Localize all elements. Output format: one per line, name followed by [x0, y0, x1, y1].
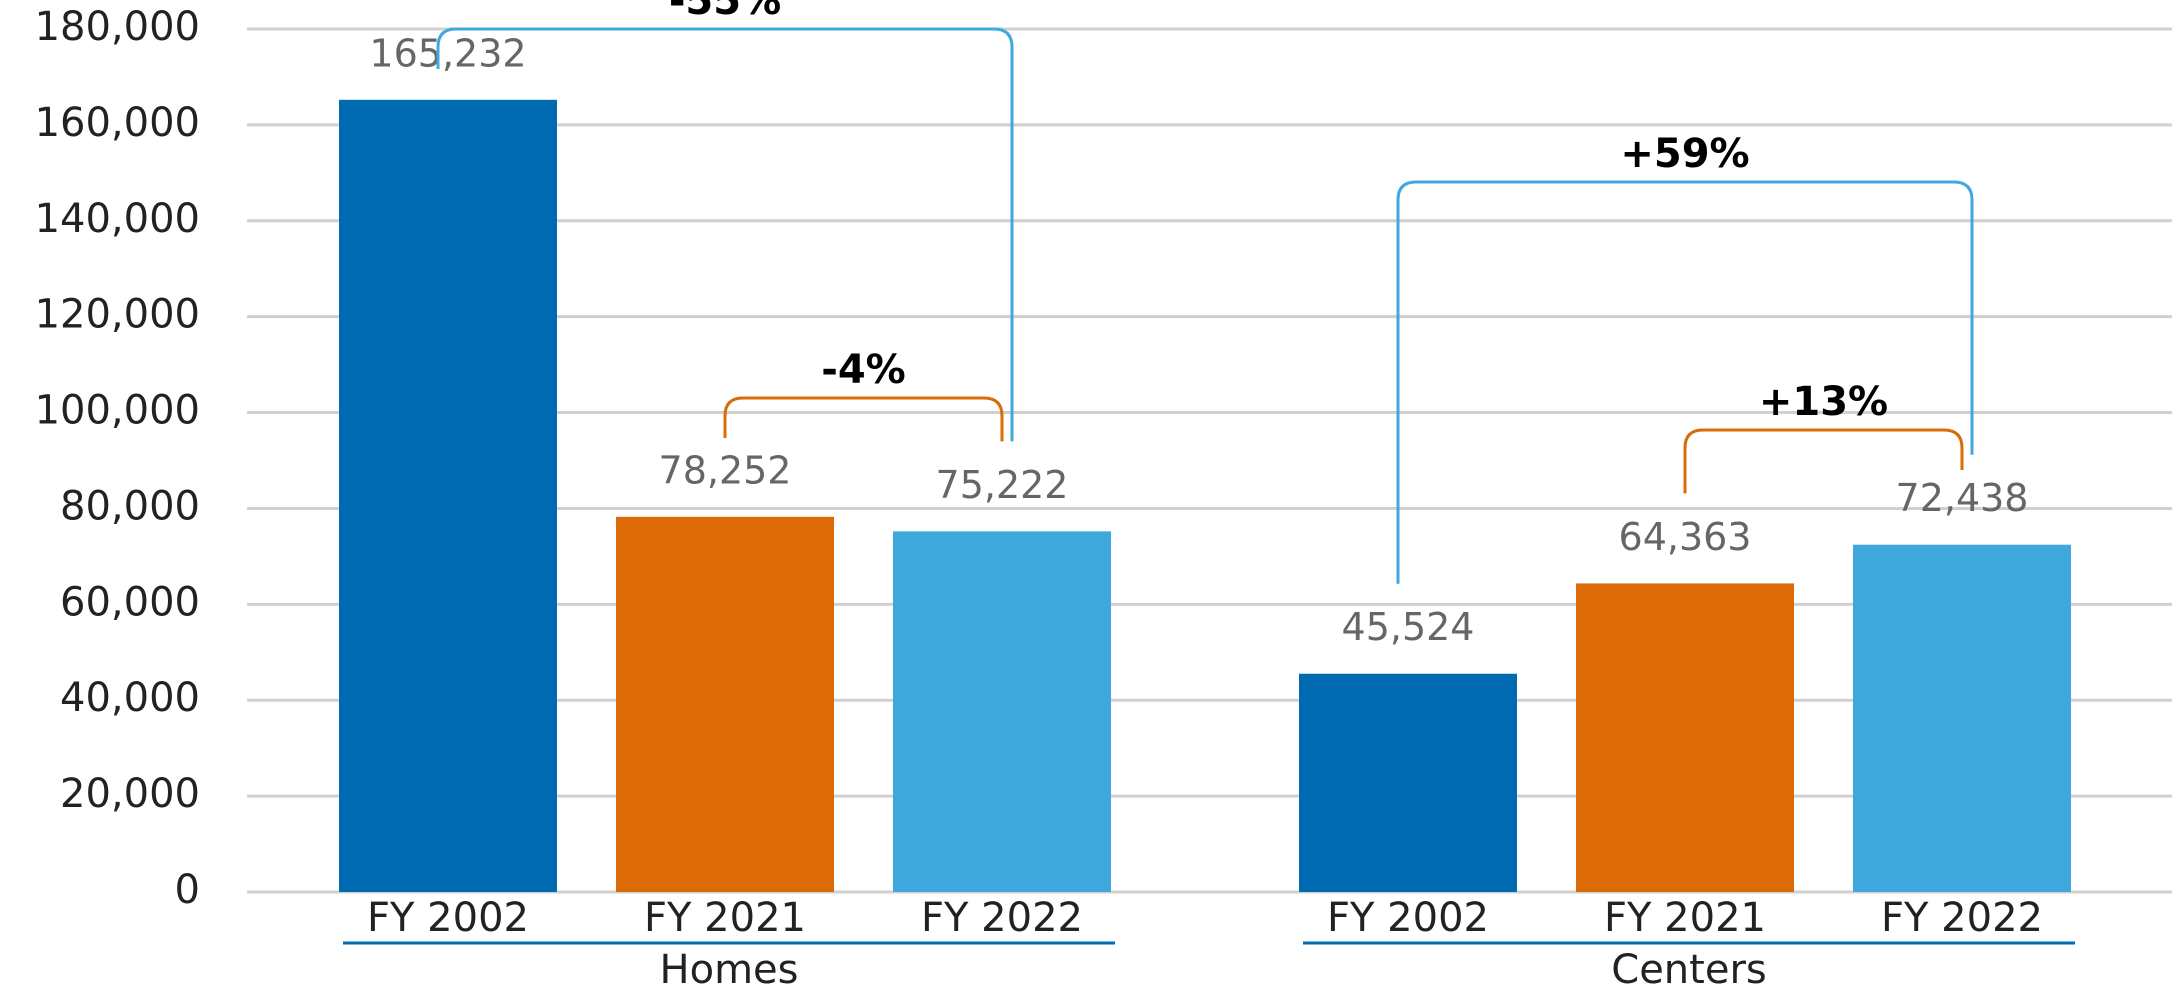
bar	[339, 99, 557, 893]
y-tick-label: 160,000	[35, 100, 200, 146]
value-label: 78,252	[659, 448, 792, 492]
value-label: 75,222	[936, 463, 1069, 507]
x-tick-label: FY 2002	[1327, 895, 1489, 941]
bracket	[436, 27, 1014, 442]
bar	[616, 516, 834, 892]
y-tick-label: 180,000	[35, 4, 200, 50]
y-tick-label: 80,000	[60, 483, 200, 529]
bar	[893, 531, 1111, 892]
annotation: -4%	[821, 347, 906, 393]
bracket	[1396, 180, 1974, 584]
annotation: -55%	[669, 0, 781, 24]
bar	[1299, 673, 1517, 892]
y-tick-label: 140,000	[35, 196, 200, 242]
value-label: 165,232	[369, 31, 526, 75]
y-tick-label: 40,000	[60, 675, 200, 721]
category-label: Centers	[1611, 947, 1766, 993]
category-label: Homes	[660, 947, 799, 993]
y-tick-label: 60,000	[60, 579, 200, 625]
bar	[1853, 544, 2071, 892]
y-tick-label: 20,000	[60, 771, 200, 817]
annotation: +13%	[1759, 379, 1888, 425]
value-label: 64,363	[1619, 515, 1752, 559]
value-label: 45,524	[1342, 605, 1475, 649]
value-label: 72,438	[1896, 476, 2029, 520]
x-tick-label: FY 2021	[1604, 895, 1766, 941]
x-tick-label: FY 2022	[1881, 895, 2043, 941]
annotation: +59%	[1620, 131, 1749, 177]
x-tick-label: FY 2002	[367, 895, 529, 941]
bracket	[723, 396, 1004, 442]
y-tick-label: 0	[175, 867, 200, 913]
y-tick-label: 100,000	[35, 388, 200, 434]
bracket	[1683, 428, 1964, 494]
y-tick-label: 120,000	[35, 292, 200, 338]
x-tick-label: FY 2021	[644, 895, 806, 941]
bar	[1576, 583, 1794, 892]
x-tick-label: FY 2022	[921, 895, 1083, 941]
